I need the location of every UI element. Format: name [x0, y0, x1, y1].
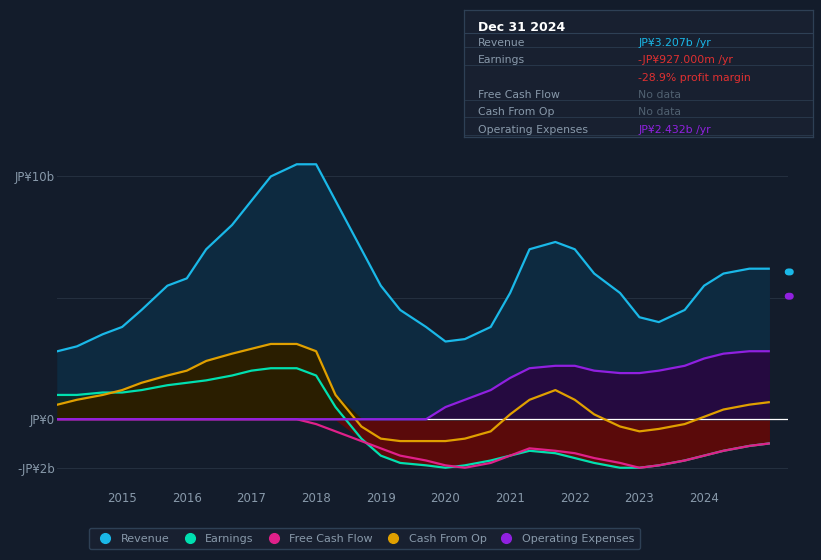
- Text: Free Cash Flow: Free Cash Flow: [478, 90, 560, 100]
- Text: -28.9% profit margin: -28.9% profit margin: [639, 72, 751, 82]
- Text: Revenue: Revenue: [478, 38, 525, 48]
- Text: JP¥3.207b /yr: JP¥3.207b /yr: [639, 38, 711, 48]
- Text: JP¥2.432b /yr: JP¥2.432b /yr: [639, 125, 711, 135]
- Text: Cash From Op: Cash From Op: [478, 108, 554, 118]
- Legend: Revenue, Earnings, Free Cash Flow, Cash From Op, Operating Expenses: Revenue, Earnings, Free Cash Flow, Cash …: [89, 528, 640, 549]
- Text: Operating Expenses: Operating Expenses: [478, 125, 588, 135]
- Text: -JP¥927.000m /yr: -JP¥927.000m /yr: [639, 55, 733, 65]
- Text: No data: No data: [639, 108, 681, 118]
- Text: No data: No data: [639, 90, 681, 100]
- Text: Dec 31 2024: Dec 31 2024: [478, 21, 565, 34]
- Text: Earnings: Earnings: [478, 55, 525, 65]
